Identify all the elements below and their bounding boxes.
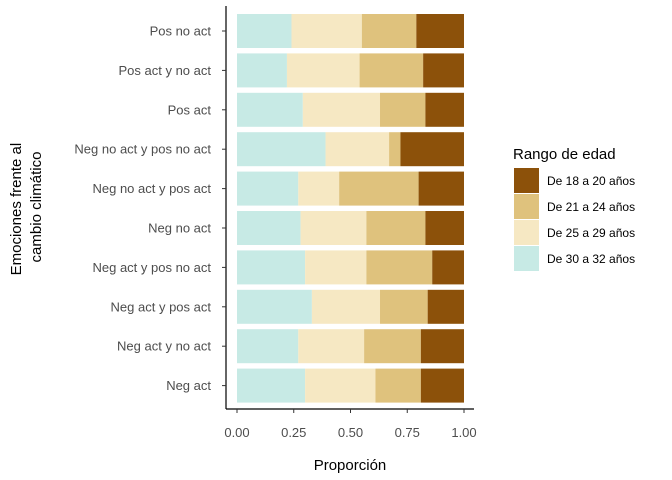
bar-segment-4-2	[325, 132, 390, 167]
bar-segment-9-1	[237, 329, 299, 364]
y-axis-title-line-1: Emociones frente al	[8, 143, 25, 276]
y-tick-label: Neg no act y pos act	[92, 181, 211, 196]
bar-segment-2-2	[286, 53, 360, 88]
bar-segment-4-1	[237, 132, 326, 167]
bar-segment-10-2	[305, 368, 376, 403]
bar-segment-10-1	[237, 368, 306, 403]
bar-segment-3-1	[237, 92, 303, 127]
bar-segment-7-2	[305, 250, 367, 285]
y-tick-label: Pos act	[168, 102, 212, 117]
bar-segment-5-4	[418, 171, 464, 206]
legend: Rango de edad De 18 a 20 años De 21 a 24 …	[513, 146, 635, 271]
y-tick-label: Neg no act y pos no act	[74, 142, 211, 157]
bar-segment-5-3	[339, 171, 419, 206]
bar-segment-1-4	[416, 14, 464, 48]
bar-segment-3-3	[380, 92, 426, 127]
bar-segment-6-1	[237, 211, 301, 245]
bar-segment-1-2	[291, 14, 362, 48]
bar-segment-6-3	[366, 211, 426, 245]
bar-segment-5-2	[298, 171, 340, 206]
bars-layer	[237, 14, 464, 403]
bar-segment-9-3	[364, 329, 421, 364]
bar-segment-4-3	[389, 132, 401, 167]
bar-segment-9-4	[420, 329, 464, 364]
bar-segment-8-3	[380, 289, 428, 324]
bar-segment-8-2	[311, 289, 381, 324]
bar-segment-1-1	[237, 14, 292, 48]
y-tick-label: Neg no act	[148, 221, 211, 236]
y-axis-title: Emociones frente al cambio climático	[8, 139, 45, 276]
bar-segment-7-3	[366, 250, 433, 285]
legend-key	[514, 168, 539, 193]
legend-key	[514, 220, 539, 245]
x-tick-label: 0.25	[281, 425, 306, 440]
y-axis-title-line-2: cambio climático	[28, 152, 45, 263]
y-tick-label: Neg act y pos no act	[92, 260, 211, 275]
legend-label: De 18 a 20 años	[547, 174, 635, 188]
y-tick-label: Neg act y no act	[117, 339, 211, 354]
bar-segment-2-3	[359, 53, 424, 88]
x-tick-label: 1.00	[451, 425, 476, 440]
bar-segment-10-3	[375, 368, 421, 403]
bar-segment-9-2	[298, 329, 365, 364]
bar-segment-3-2	[302, 92, 381, 127]
x-axis-title: Proporción	[314, 457, 387, 474]
legend-key	[514, 246, 539, 271]
bar-segment-8-4	[427, 289, 464, 324]
bar-segment-1-3	[361, 14, 417, 48]
bar-segment-2-1	[237, 53, 287, 88]
bar-segment-5-1	[237, 171, 299, 206]
legend-title: Rango de edad	[513, 146, 616, 163]
bar-segment-2-4	[423, 53, 464, 88]
legend-label: De 21 a 24 años	[547, 200, 635, 214]
y-tick-label: Pos act y no act	[119, 63, 212, 78]
legend-key	[514, 194, 539, 219]
bar-segment-4-4	[400, 132, 464, 167]
x-tick-label: 0.50	[338, 425, 363, 440]
bar-segment-7-1	[237, 250, 306, 285]
bar-segment-7-4	[432, 250, 464, 285]
legend-label: De 30 a 32 años	[547, 252, 635, 266]
bar-segment-10-4	[420, 368, 464, 403]
y-tick-label: Neg act y pos act	[111, 299, 212, 314]
bar-segment-8-1	[237, 289, 312, 324]
bar-segment-6-4	[425, 211, 464, 245]
x-tick-label: 0.00	[224, 425, 249, 440]
x-tick-label: 0.75	[395, 425, 420, 440]
ticks-layer: Pos no act Pos act y no act Pos act Neg no …	[74, 24, 476, 441]
bar-segment-3-4	[425, 92, 464, 127]
y-tick-label: Neg act	[166, 378, 211, 393]
y-tick-label: Pos no act	[150, 24, 212, 39]
bar-segment-6-2	[300, 211, 367, 245]
legend-label: De 25 a 29 años	[547, 226, 635, 240]
